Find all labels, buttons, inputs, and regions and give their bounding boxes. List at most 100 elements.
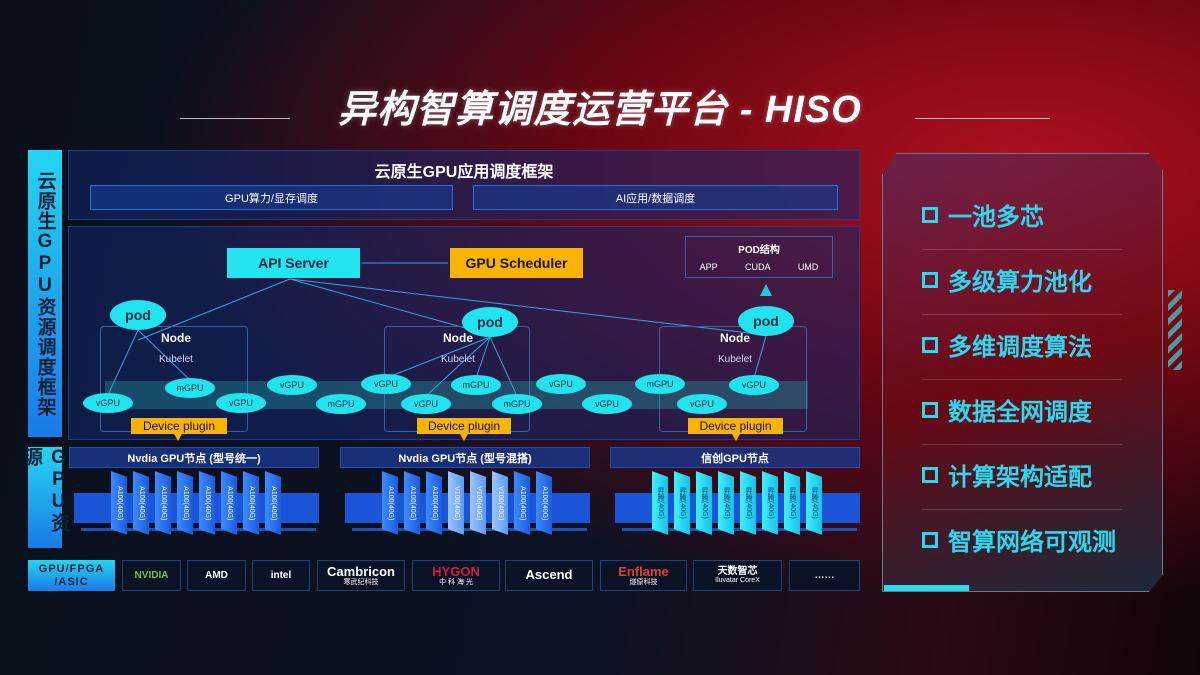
node-label: Node — [161, 331, 191, 345]
vendor-name: HYGON — [432, 563, 480, 579]
link-node1 — [137, 278, 291, 341]
vendor-logo-8: …… — [789, 560, 860, 591]
gpu-card: V100(40G) — [448, 471, 464, 535]
vendor-name: NVIDIA — [134, 570, 169, 581]
gpu-card: A100(40G) — [536, 471, 552, 535]
gpu-card: 昇腾(40G) — [718, 471, 734, 535]
vendor-logo-7: 天数智芯 Iluvatar CoreX — [693, 560, 782, 591]
feature-item: 计算架构适配 — [922, 457, 1092, 492]
gpu-node-title: 信创GPU节点 — [610, 447, 860, 468]
feature-label: 数据全网调度 — [948, 399, 1092, 426]
gpu-card-label: V100(40G) — [496, 485, 504, 521]
node-label: Node — [443, 331, 473, 345]
vendor-label: GPU/FPGA /ASIC — [28, 560, 115, 591]
accent-bar — [884, 585, 969, 591]
vendor-name: AMD — [205, 570, 228, 581]
gpu-card-label: V100(40G) — [452, 485, 460, 521]
gpu-card-label: 昇腾(40G) — [657, 487, 664, 519]
gpu-card: 昇腾(40G) — [652, 471, 668, 535]
gpu-card-label: A100(40G) — [247, 485, 255, 521]
gpu-card: 昇腾(40G) — [740, 471, 756, 535]
device-plugin-3: Device plugin — [688, 418, 783, 434]
feature-divider — [922, 379, 1122, 380]
feature-divider — [922, 314, 1122, 315]
gpu-card: A100(40G) — [404, 471, 420, 535]
gpu-card: 昇腾(40G) — [762, 471, 778, 535]
gpu-card: 昇腾(40G) — [674, 471, 690, 535]
feature-divider — [922, 444, 1122, 445]
vendor-logo-3: Cambricon 寒武纪科技 — [317, 560, 405, 591]
device-plugin-1: Device plugin — [131, 418, 227, 434]
vendor-sub: 寒武纪科技 — [343, 578, 379, 586]
gpu-card-label: A100(40G) — [225, 485, 233, 521]
pod-2: pod — [462, 307, 518, 337]
node-label: Node — [720, 331, 750, 345]
gpu-unit-mgpu: mGPU — [492, 394, 542, 414]
gpu-card: A100(40G) — [177, 471, 193, 535]
gpu-card-label: 昇腾(40G) — [679, 487, 686, 519]
gpu-card-label: A100(40G) — [181, 485, 189, 521]
vendor-name: Enflame — [618, 563, 669, 579]
vendor-sub: 中 科 海 光 — [439, 578, 473, 586]
pod-1: pod — [110, 300, 166, 330]
gpu-unit-vgpu: vGPU — [582, 394, 632, 414]
gpu-unit-vgpu: vGPU — [83, 393, 133, 413]
gpu-card: A100(40G) — [426, 471, 442, 535]
feature-item: 数据全网调度 — [922, 392, 1092, 427]
gpu-unit-vgpu: vGPU — [677, 394, 727, 414]
feature-item: 智算网络可观测 — [922, 522, 1116, 557]
title-divider-right — [915, 118, 1050, 119]
kubelet-label: Kubelet — [159, 354, 193, 365]
gpu-card: A100(40G) — [199, 471, 215, 535]
feature-item: 多级算力池化 — [922, 262, 1092, 297]
checkbox-icon — [922, 531, 938, 548]
gpu-unit-vgpu: vGPU — [361, 374, 411, 394]
feature-item: 一池多芯 — [922, 197, 1044, 232]
gpu-card: 昇腾(40G) — [696, 471, 712, 535]
gpu-unit-mgpu: mGPU — [451, 375, 501, 395]
feature-label: 一池多芯 — [948, 204, 1044, 231]
feature-label: 智算网络可观测 — [948, 529, 1116, 556]
vendor-name: intel — [270, 570, 292, 581]
feature-label: 计算架构适配 — [948, 464, 1092, 491]
vendor-logo-6: Enflame 燧原科技 — [600, 560, 687, 591]
gpu-card-label: 昇腾(40G) — [789, 487, 796, 519]
gpu-card-label: A100(40G) — [137, 485, 145, 521]
gpu-unit-vgpu: vGPU — [536, 374, 586, 394]
gpu-node-title: Nvdia GPU节点 (型号混搭) — [340, 447, 590, 468]
ai-data-scheduling: AI应用/数据调度 — [473, 185, 838, 210]
checkbox-icon — [922, 401, 938, 418]
vendor-logo-4: HYGON 中 科 海 光 — [412, 560, 500, 591]
feature-label: 多级算力池化 — [948, 269, 1092, 296]
gpu-card: V100(40G) — [470, 471, 486, 535]
vendor-sub: Iluvatar CoreX — [715, 577, 760, 585]
api-server: API Server — [227, 248, 360, 278]
app-framework-title: 云原生GPU应用调度框架 — [374, 164, 554, 181]
pod-structure-title: POD结构 — [738, 245, 780, 256]
gpu-card-label: A100(40G) — [159, 485, 167, 521]
vendor-name: Ascend — [525, 567, 573, 583]
device-plugin-2: Device plugin — [417, 418, 511, 434]
gpu-card-label: 昇腾(40G) — [723, 487, 730, 519]
gpu-card-label: A100(40G) — [269, 485, 277, 521]
gpu-card-label: 昇腾(40G) — [811, 487, 818, 519]
kubelet-label: Kubelet — [718, 354, 752, 365]
gpu-card-label: A100(40G) — [518, 485, 526, 521]
gpu-card: A100(40G) — [243, 471, 259, 535]
gpu-unit-vgpu: vGPU — [267, 375, 317, 395]
pod-3: pod — [738, 306, 794, 336]
gpu-card-label: 昇腾(40G) — [767, 487, 774, 519]
title-divider-left — [180, 118, 290, 119]
checkbox-icon — [922, 271, 938, 288]
gpu-unit-mgpu: mGPU — [635, 374, 685, 394]
vendor-sub: 燧原科技 — [629, 578, 658, 586]
gpu-node-rail — [352, 528, 587, 531]
pod-struct-arrow — [760, 284, 772, 296]
gpu-card: A100(40G) — [382, 471, 398, 535]
gpu-compute-scheduling: GPU算力/显存调度 — [90, 185, 453, 210]
gpu-unit-vgpu: vGPU — [216, 393, 266, 413]
gpu-card-label: V100(40G) — [474, 485, 482, 521]
gpu-card: A100(40G) — [133, 471, 149, 535]
gpu-card-label: A100(40G) — [386, 485, 394, 521]
